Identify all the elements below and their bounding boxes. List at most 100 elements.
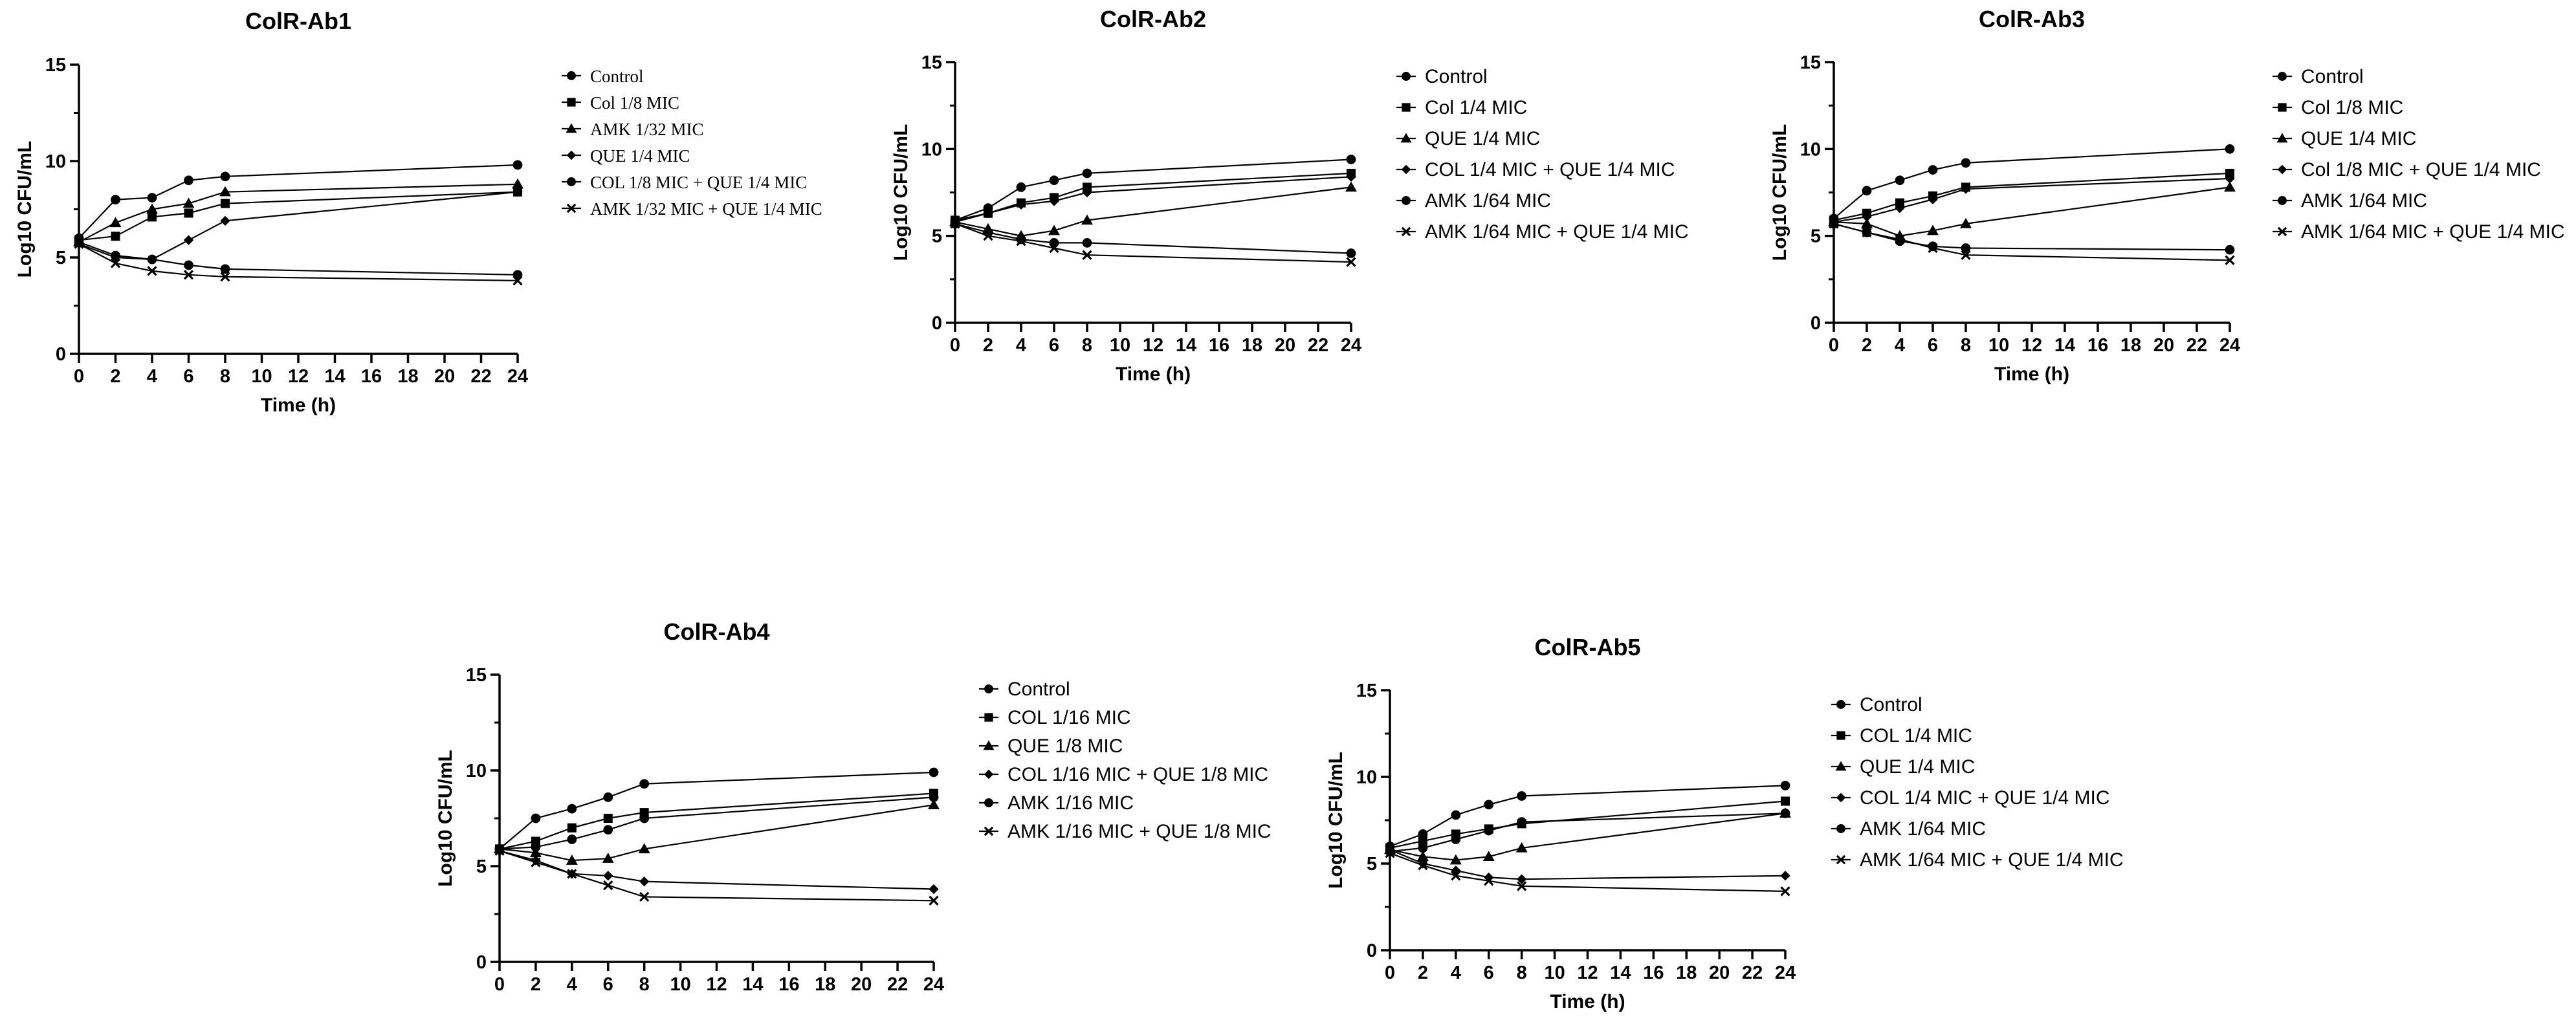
- x-tick-label: 6: [1484, 963, 1494, 983]
- x-tick-label: 16: [1209, 335, 1229, 356]
- legend-item: Control: [1831, 694, 1922, 715]
- legend-marker: [566, 123, 577, 133]
- data-point: [1484, 800, 1494, 810]
- data-point: [603, 813, 613, 823]
- data-point: [603, 792, 613, 802]
- legend-marker: [1836, 792, 1846, 803]
- data-point: [929, 767, 939, 778]
- legend-item: AMK 1/64 MIC + QUE 1/4 MIC: [1396, 221, 1689, 243]
- y-tick-label: 0: [1367, 941, 1377, 961]
- series-4: [1829, 173, 2235, 227]
- series-line: [954, 223, 1352, 263]
- data-point: [1418, 829, 1428, 839]
- data-point: [1515, 842, 1528, 853]
- x-tick-label: 24: [1775, 963, 1796, 983]
- legend-item: AMK 1/16 MIC: [979, 792, 1134, 814]
- y-tick-label: 15: [1800, 52, 1821, 73]
- legend-item: Col 1/8 MIC: [2273, 97, 2403, 118]
- legend-marker: [567, 71, 576, 80]
- legend-marker: [1401, 226, 1411, 237]
- legend-label: QUE 1/4 MIC: [1425, 128, 1540, 149]
- data-point: [1861, 217, 1873, 228]
- legend: Control COL 1/4 MIC QUE 1/4 MIC COL 1/4 MIC…: [1831, 694, 2124, 871]
- x-axis-label: Time (h): [261, 395, 336, 416]
- data-point: [184, 260, 193, 270]
- series-line: [954, 158, 1352, 221]
- x-tick-label: 20: [1709, 963, 1730, 983]
- x-tick-label: 4: [147, 366, 157, 387]
- x-tick-label: 8: [220, 366, 230, 387]
- x-tick-label: 20: [1275, 335, 1295, 356]
- y-tick-label: 15: [1356, 681, 1377, 701]
- series-2: [494, 789, 939, 854]
- data-point: [1482, 851, 1495, 862]
- legend-item: QUE 1/4 MIC: [562, 146, 690, 166]
- data-point: [182, 197, 195, 208]
- data-point: [1517, 874, 1527, 884]
- x-tick-label: 22: [1742, 963, 1763, 983]
- legend-label: AMK 1/64 MIC + QUE 1/4 MIC: [1425, 221, 1689, 243]
- series-3: [949, 181, 1357, 241]
- data-point: [1016, 234, 1026, 245]
- legend-marker: [984, 684, 993, 693]
- y-tick-label: 15: [466, 665, 487, 686]
- series-line: [78, 243, 518, 281]
- data-point: [531, 842, 541, 852]
- data-point: [929, 792, 939, 802]
- data-point: [638, 843, 650, 854]
- legend-label: COL 1/4 MIC + QUE 1/4 MIC: [1425, 159, 1675, 180]
- legend-item: AMK 1/64 MIC: [2273, 190, 2427, 212]
- legend-label: Control: [1425, 66, 1488, 87]
- x-tick-label: 10: [1544, 963, 1565, 983]
- legend-marker: [1402, 196, 1411, 205]
- data-point: [1895, 175, 1905, 186]
- data-point: [111, 195, 120, 204]
- data-point: [1780, 808, 1790, 818]
- data-point: [146, 203, 158, 214]
- legend-label: AMK 1/64 MIC + QUE 1/4 MIC: [1860, 849, 2124, 871]
- data-point: [1517, 791, 1527, 801]
- data-point: [1416, 851, 1429, 862]
- data-point: [1346, 248, 1356, 258]
- legend-marker: [1400, 133, 1412, 143]
- chart-title: ColR-Ab1: [245, 8, 351, 34]
- series-1: [950, 155, 1356, 225]
- data-point: [1016, 236, 1026, 246]
- data-point: [1928, 241, 1938, 252]
- legend-marker: [2278, 103, 2287, 112]
- data-point: [512, 187, 523, 197]
- data-point: [567, 823, 577, 833]
- data-point: [1418, 860, 1428, 871]
- data-point: [1418, 843, 1428, 853]
- legend-item: COL 1/16 MIC: [979, 707, 1131, 728]
- series-line: [499, 792, 934, 850]
- x-tick-label: 4: [1016, 335, 1026, 356]
- legend-label: Col 1/8 MIC: [590, 93, 679, 113]
- legend-item: AMK 1/64 MIC: [1831, 818, 1986, 840]
- data-point: [1049, 243, 1059, 254]
- data-point: [529, 847, 542, 858]
- x-tick-label: 2: [110, 366, 120, 387]
- x-tick-label: 14: [1610, 963, 1631, 983]
- x-tick-label: 22: [2186, 335, 2207, 356]
- legend-marker: [566, 150, 577, 160]
- legend-item: QUE 1/8 MIC: [979, 735, 1123, 757]
- legend: Control Col 1/8 MIC AMK 1/32 MIC QUE 1/4 MI…: [562, 67, 822, 219]
- data-point: [1345, 181, 1357, 192]
- data-point: [2224, 181, 2236, 192]
- legend-marker: [566, 203, 577, 213]
- legend-item: AMK 1/32 MIC + QUE 1/4 MIC: [562, 199, 822, 219]
- data-point: [1928, 243, 1938, 254]
- legend-item: AMK 1/64 MIC + QUE 1/4 MIC: [2273, 221, 2565, 243]
- series-line: [1833, 172, 2230, 221]
- chart-title: ColR-Ab2: [1100, 6, 1206, 32]
- data-point: [1082, 250, 1092, 260]
- data-point: [147, 212, 157, 222]
- legend-label: QUE 1/4 MIC: [590, 146, 690, 166]
- data-point: [950, 219, 960, 229]
- x-tick-label: 16: [361, 366, 382, 387]
- legend-marker: [984, 826, 994, 836]
- data-point: [1780, 886, 1790, 897]
